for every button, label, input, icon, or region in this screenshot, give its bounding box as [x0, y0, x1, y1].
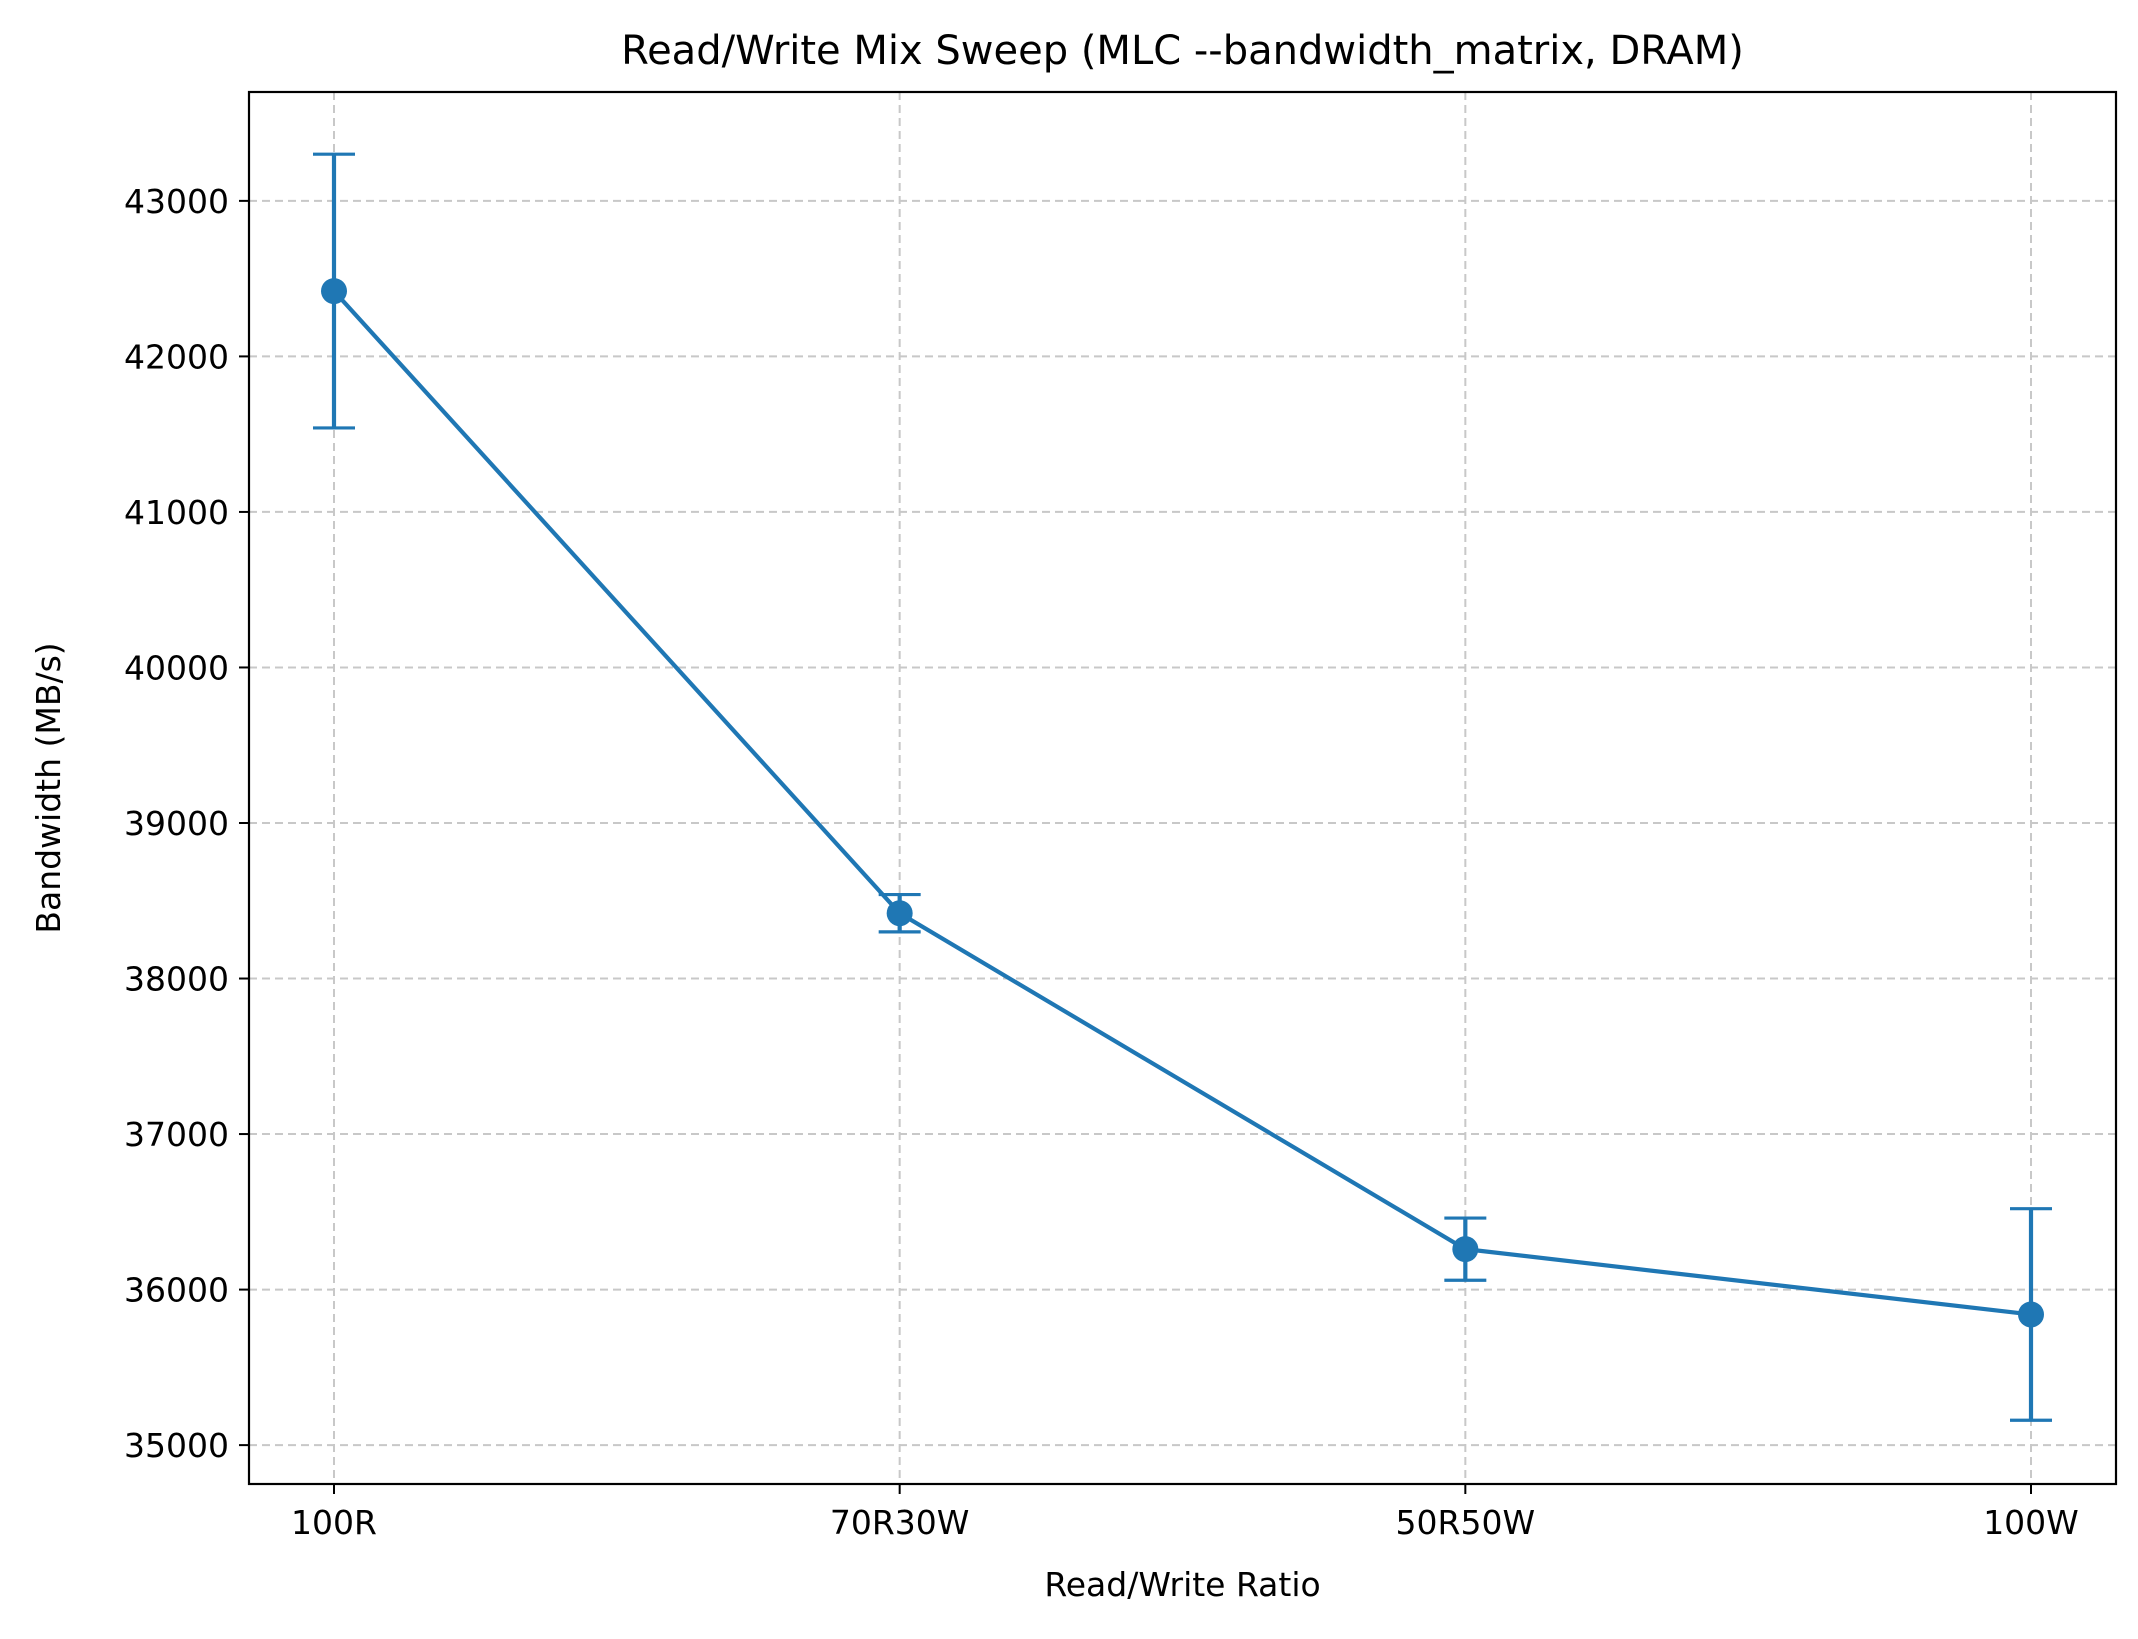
ticks-layer: 35000 36000 37000 38000 39000 40000 41000 42000…: [124, 182, 2079, 1542]
y-tick-label: 35000: [124, 1426, 229, 1465]
data-point: [321, 278, 347, 305]
y-tick-label: 37000: [124, 1115, 229, 1154]
y-axis-title: Bandwidth (MB/s): [29, 642, 68, 933]
series-line: [332, 289, 2032, 1317]
y-tick-label: 40000: [124, 648, 229, 687]
y-tick-label: 36000: [124, 1271, 229, 1310]
y-tick-label: 42000: [124, 337, 229, 376]
x-axis-title: Read/Write Ratio: [1044, 1565, 1320, 1604]
x-tick-label: 50R50W: [1396, 1503, 1536, 1542]
chart-title: Read/Write Mix Sweep (MLC --bandwidth_ma…: [621, 28, 1744, 74]
y-tick-label: 43000: [124, 182, 229, 221]
x-tick-label: 100R: [291, 1503, 377, 1542]
axes-frame: [247, 90, 2118, 1486]
y-tick-label: 41000: [124, 493, 229, 532]
data-point: [886, 900, 913, 927]
x-tick-label: 70R30W: [830, 1503, 970, 1542]
grid-layer: [249, 92, 2116, 1484]
data-point: [1452, 1236, 1479, 1263]
x-tick-label: 100W: [1983, 1503, 2079, 1542]
y-tick-label: 39000: [124, 804, 229, 843]
series-layer: [313, 152, 2052, 1422]
y-tick-label: 38000: [124, 960, 229, 999]
data-point: [2018, 1301, 2044, 1328]
